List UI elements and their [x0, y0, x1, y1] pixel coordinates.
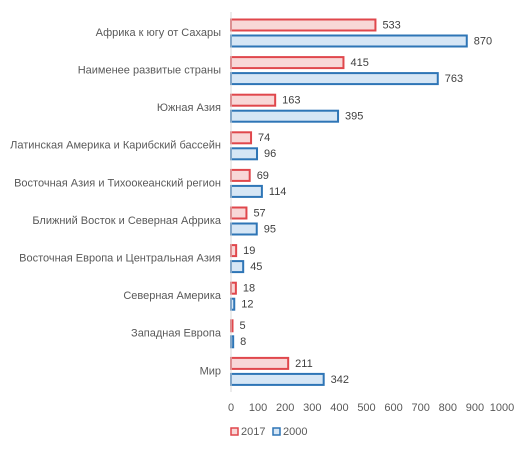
data-label: 342 [331, 374, 349, 386]
data-label: 95 [264, 223, 276, 235]
bar-2000 [230, 72, 439, 86]
data-label: 57 [253, 207, 265, 219]
data-label: 114 [269, 186, 287, 198]
data-label: 74 [258, 132, 270, 144]
data-label: 533 [382, 19, 400, 31]
category-label: Западная Европа [131, 328, 222, 340]
bar-2000 [230, 34, 468, 48]
bar-2017 [230, 281, 237, 295]
bar-2000 [230, 222, 258, 236]
data-label: 163 [282, 95, 300, 107]
category-labels: Африка к югу от Сахары Наименее развитые … [10, 27, 222, 377]
data-label: 8 [240, 336, 246, 348]
category-label: Ближний Восток и Северная Африка [32, 215, 222, 227]
bar-2000 [230, 372, 325, 386]
bar-2017 [230, 93, 277, 107]
category-label: Восточная Европа и Центральная Азия [19, 253, 221, 265]
data-label: 5 [240, 320, 246, 332]
bar-2017 [230, 18, 377, 32]
bar-2000 [230, 109, 340, 123]
data-label: 415 [350, 57, 368, 69]
bar-2017 [230, 244, 238, 258]
data-label: 870 [474, 35, 492, 47]
x-tick-label: 500 [357, 402, 375, 414]
legend-swatch-2017 [230, 427, 239, 436]
data-label: 69 [257, 170, 269, 182]
data-label: 96 [264, 148, 276, 160]
x-tick-label: 400 [330, 402, 348, 414]
legend-swatch-2000 [272, 427, 281, 436]
x-axis-ticks: 0 100 200 300 400 500 600 700 800 900 1000 [228, 402, 514, 414]
x-tick-label: 800 [439, 402, 457, 414]
data-label: 18 [243, 283, 255, 295]
category-label: Восточная Азия и Тихоокеанский регион [14, 177, 221, 189]
legend-label: 2017 [241, 426, 265, 438]
x-tick-label: 300 [303, 402, 321, 414]
data-label: 211 [295, 358, 313, 370]
data-label: 12 [241, 299, 253, 311]
bars [230, 18, 468, 386]
x-tick-label: 1000 [490, 402, 514, 414]
category-label: Северная Америка [123, 290, 222, 302]
bar-2017 [230, 168, 251, 182]
legend-label: 2000 [283, 426, 307, 438]
x-tick-label: 0 [228, 402, 234, 414]
x-tick-label: 700 [412, 402, 430, 414]
data-label: 19 [243, 245, 255, 257]
x-tick-label: 200 [276, 402, 294, 414]
category-label: Латинская Америка и Карибский бассейн [10, 140, 221, 152]
category-label: Южная Азия [157, 102, 221, 114]
data-label: 45 [250, 261, 262, 273]
category-label: Африка к югу от Сахары [96, 27, 221, 39]
category-label: Наименее развитые страны [78, 65, 221, 77]
legend: 2017 2000 [230, 426, 307, 438]
x-tick-label: 600 [384, 402, 402, 414]
category-label: Мир [200, 365, 221, 377]
bar-2000 [230, 184, 263, 198]
bar-2000 [230, 260, 245, 274]
bar-2017 [230, 206, 248, 220]
data-label: 763 [445, 73, 463, 85]
bar-2017 [230, 356, 290, 370]
x-tick-label: 900 [466, 402, 484, 414]
x-tick-label: 100 [249, 402, 267, 414]
bar-2017 [230, 131, 253, 145]
bar-2017 [230, 56, 345, 70]
bar-2000 [230, 147, 259, 161]
data-label: 395 [345, 111, 363, 123]
